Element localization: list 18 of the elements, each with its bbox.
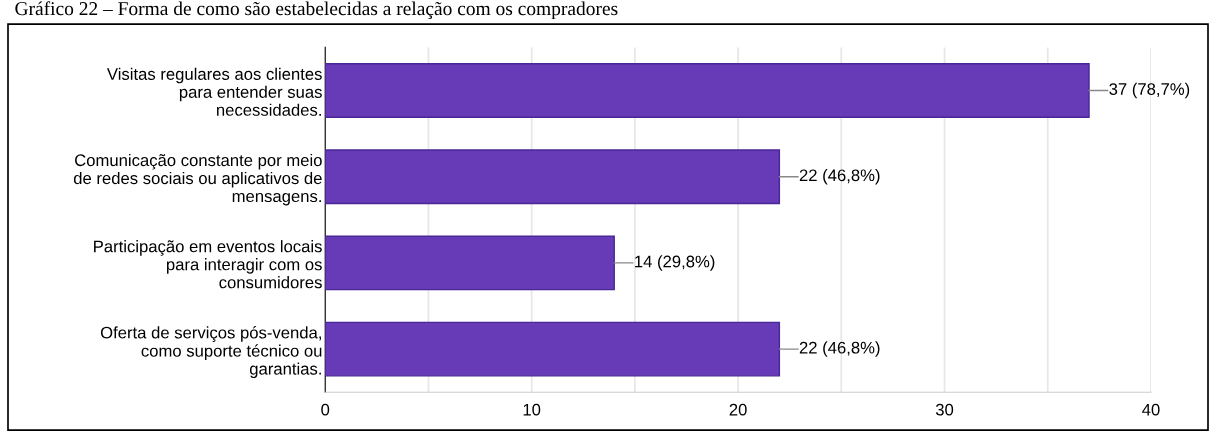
- data-label: 22 (46,8%): [799, 341, 880, 357]
- y-tick-label: Visitas regulares aos clientes para entender suas necessidades.: [106, 67, 322, 116]
- x-tick-label: 40: [1142, 403, 1160, 416]
- chart-title: Gráfico 22 – Forma de como são estabelecidas a relação com os compradores: [15, 1, 618, 20]
- x-tick-label: 10: [523, 403, 541, 416]
- data-label: 14 (29,8%): [635, 255, 715, 271]
- data-label: 22 (46,8%): [799, 168, 880, 185]
- x-tick-label: 30: [935, 403, 954, 416]
- x-tick-label: 0: [321, 403, 330, 416]
- y-tick-label: Oferta de serviços pós-venda, como suporte técnico ou garantias.: [100, 326, 322, 379]
- bar: [325, 321, 781, 377]
- bar: [325, 149, 781, 205]
- data-label: 37 (78,7%): [1109, 82, 1190, 99]
- y-tick-label: Participação em eventos locais para interagir com os consumidores: [94, 240, 322, 289]
- y-tick-label: Comunicação constante por meio de redes sociais ou aplicativos de mensagens.: [73, 153, 322, 206]
- x-tick-label: 20: [729, 403, 747, 416]
- bar: [325, 235, 615, 291]
- bar: [325, 63, 1090, 118]
